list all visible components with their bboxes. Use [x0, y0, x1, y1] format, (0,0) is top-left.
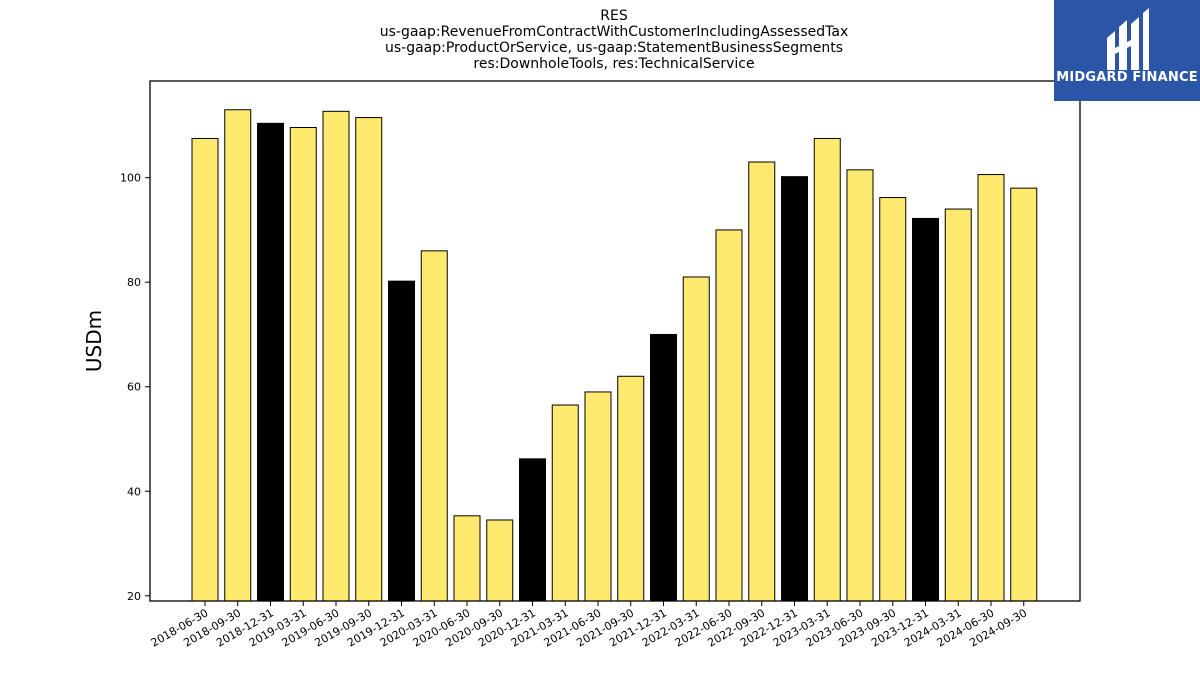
bar	[519, 458, 546, 602]
bar	[584, 391, 612, 602]
y-axis: 20 40 60 80 100	[120, 172, 150, 603]
logo-text: MIDGARD FINANCE	[1056, 70, 1198, 85]
bar	[813, 137, 841, 602]
bar	[1010, 187, 1038, 602]
bar	[650, 333, 677, 602]
bar	[944, 208, 972, 602]
bar	[453, 515, 481, 602]
bar	[322, 110, 350, 602]
y-tick-label: 40	[127, 485, 141, 498]
bar	[486, 519, 514, 602]
bar	[846, 169, 874, 602]
mf-monogram-icon	[1107, 8, 1149, 70]
bar	[355, 117, 383, 602]
bar	[289, 127, 317, 602]
bar	[715, 229, 743, 602]
plot-frame	[149, 80, 1081, 602]
bar	[879, 197, 907, 602]
y-tick-label: 100	[120, 172, 141, 185]
y-tick-label: 80	[127, 276, 141, 289]
bar	[617, 375, 645, 602]
bar	[191, 137, 219, 602]
y-tick-label: 60	[127, 381, 141, 394]
chart-title-line: res:DownholeTools, res:TechnicalService	[473, 56, 754, 72]
bar	[388, 280, 415, 602]
bar	[224, 109, 252, 602]
bar	[257, 122, 284, 602]
chart-title-line: us-gaap:ProductOrService, us-gaap:Statem…	[385, 40, 843, 56]
bar	[682, 276, 710, 602]
y-tick-label: 20	[127, 590, 141, 603]
bar	[420, 250, 448, 602]
chart-title-line: RES	[600, 8, 628, 24]
chart-title: RESus-gaap:RevenueFromContractWithCustom…	[380, 8, 849, 72]
bar	[748, 161, 776, 602]
bars	[191, 109, 1038, 602]
bar	[912, 217, 939, 602]
y-axis-label: USDm	[82, 310, 106, 372]
chart-title-line: us-gaap:RevenueFromContractWithCustomerI…	[380, 24, 849, 40]
x-axis: 2018-06-302018-09-302018-12-312019-03-31…	[149, 601, 1029, 650]
midgard-finance-logo: MIDGARD FINANCE	[1054, 0, 1200, 101]
bar	[551, 404, 579, 602]
bar	[977, 174, 1005, 602]
bar	[781, 176, 808, 602]
